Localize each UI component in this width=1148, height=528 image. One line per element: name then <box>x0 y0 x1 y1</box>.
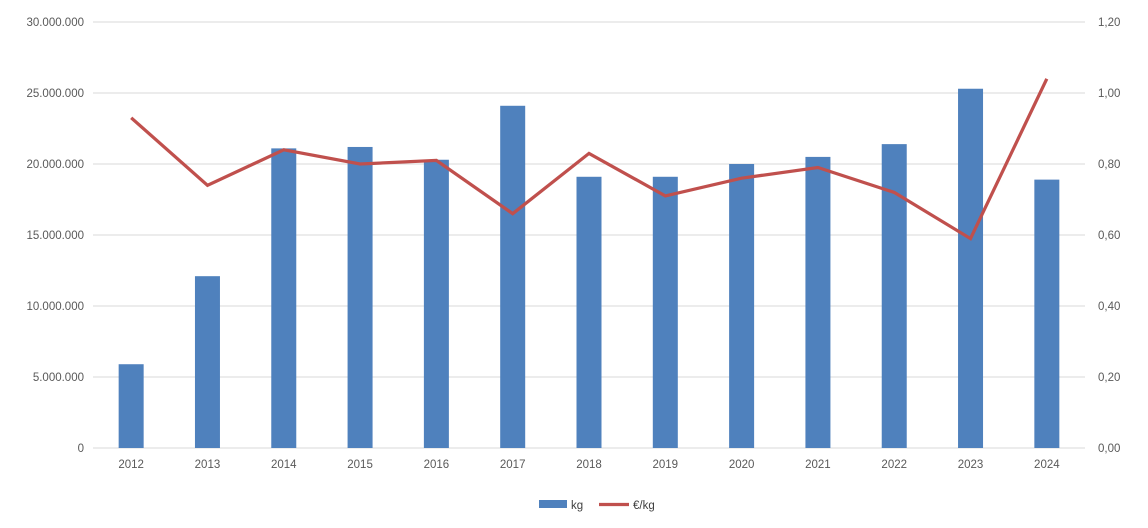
bar-2023 <box>958 88 984 449</box>
legend-kg-label: kg <box>571 500 583 512</box>
price-line <box>130 78 1049 241</box>
x-axis-label-2016: 2016 <box>424 459 450 471</box>
x-axis-label-2020: 2020 <box>729 459 755 471</box>
left-axis-tick-label: 30.000.000 <box>26 17 84 29</box>
left-axis-tick-label: 0 <box>78 443 84 455</box>
bar-2014 <box>271 148 297 448</box>
x-axis-label-2012: 2012 <box>118 459 144 471</box>
bar-2016 <box>423 159 449 449</box>
left-axis-tick-label: 20.000.000 <box>26 159 84 171</box>
left-axis-tick-label: 5.000.000 <box>33 372 84 384</box>
legend-price-label: €/kg <box>633 500 655 512</box>
right-axis-tick-label: 1,20 <box>1098 17 1120 29</box>
bar-2019 <box>652 176 678 448</box>
x-axis-label-2024: 2024 <box>1034 459 1060 471</box>
right-axis-tick-label: 1,00 <box>1098 88 1120 100</box>
x-axis-label-2018: 2018 <box>576 459 602 471</box>
right-axis-tick-label: 0,00 <box>1098 443 1120 455</box>
chart-legend: kg €/kg <box>539 500 655 512</box>
bar-2012 <box>118 364 144 448</box>
x-axis-label-2015: 2015 <box>347 459 373 471</box>
right-axis-tick-label: 0,60 <box>1098 230 1120 242</box>
x-axis-label-2019: 2019 <box>653 459 679 471</box>
bar-2022 <box>881 144 907 448</box>
x-axis-label-2022: 2022 <box>881 459 907 471</box>
right-axis-tick-label: 0,40 <box>1098 301 1120 313</box>
bar-2013 <box>194 276 220 448</box>
x-axis-label-2021: 2021 <box>805 459 831 471</box>
legend-kg-swatch <box>539 500 567 508</box>
x-axis-label-2017: 2017 <box>500 459 526 471</box>
bar-2017 <box>500 105 526 448</box>
left-axis-tick-label: 10.000.000 <box>26 301 84 313</box>
bar-2021 <box>805 156 831 448</box>
x-axis-label-2023: 2023 <box>958 459 984 471</box>
left-axis-tick-label: 25.000.000 <box>26 88 84 100</box>
x-axis-label-2014: 2014 <box>271 459 297 471</box>
bar-2020 <box>729 164 755 448</box>
bar-2024 <box>1034 179 1060 448</box>
right-axis-tick-label: 0,20 <box>1098 372 1120 384</box>
bar-2015 <box>347 146 373 448</box>
right-axis-tick-label: 0,80 <box>1098 159 1120 171</box>
x-axis-label-2013: 2013 <box>195 459 221 471</box>
left-axis-tick-label: 15.000.000 <box>26 230 84 242</box>
bar-2018 <box>576 176 602 448</box>
